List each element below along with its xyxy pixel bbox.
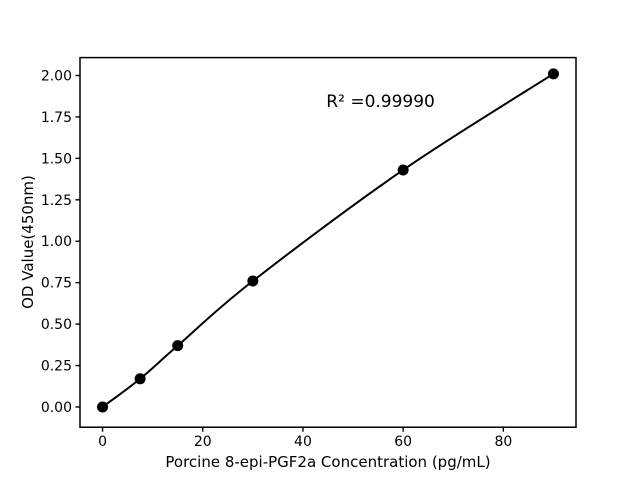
y-tick-label: 0.75	[41, 276, 72, 292]
x-axis: 0 20 40 60 80	[98, 427, 512, 450]
data-point	[172, 340, 184, 352]
y-tick-label: 1.25	[41, 193, 72, 209]
x-tick-label: 0	[98, 434, 107, 450]
x-tick-label: 80	[494, 434, 512, 450]
data-point	[97, 401, 109, 413]
r-squared-annotation: R² =0.99990	[326, 92, 435, 112]
y-tick-label: 2.00	[41, 68, 72, 84]
x-tick-label: 20	[194, 434, 212, 450]
data-points	[97, 68, 559, 413]
x-tick-label: 40	[294, 434, 312, 450]
data-point	[134, 373, 146, 385]
plot-area-border	[79, 56, 577, 428]
y-tick-label: 1.75	[41, 110, 72, 126]
data-point	[547, 68, 559, 80]
data-point	[247, 275, 259, 287]
y-axis-label: OD Value(450nm)	[19, 175, 37, 309]
y-tick-label: 1.50	[41, 151, 72, 167]
y-tick-label: 1.00	[41, 234, 72, 250]
y-tick-label: 0.00	[41, 400, 72, 416]
x-axis-label: Porcine 8-epi-PGF2a Concentration (pg/mL…	[165, 453, 490, 471]
y-axis: 0.00 0.25 0.50 0.75 1.00 1.25 1.50 1.75 2.00	[41, 68, 80, 416]
x-tick-label: 60	[394, 434, 412, 450]
fit-curve-line	[101, 72, 555, 408]
y-tick-label: 0.25	[41, 359, 72, 375]
y-tick-label: 0.50	[41, 317, 72, 333]
data-point	[397, 164, 409, 176]
